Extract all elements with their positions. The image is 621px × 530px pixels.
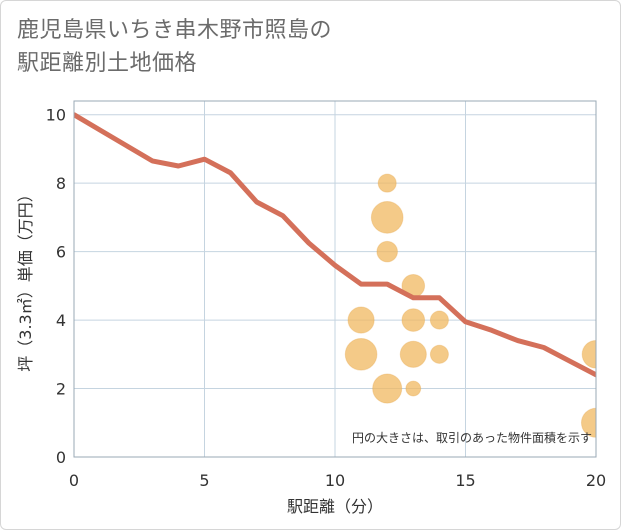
y-tick-labels: 0 2 4 6 8 10 bbox=[46, 106, 66, 467]
average-price-line bbox=[74, 112, 596, 378]
chart-title: 鹿児島県いちき串木野市照島の 駅距離別土地価格 bbox=[17, 14, 597, 80]
bubble-8 bbox=[399, 340, 427, 368]
bubble-4 bbox=[347, 306, 375, 334]
x-tick-label-5: 5 bbox=[199, 471, 209, 490]
y-tick-label-10: 10 bbox=[46, 106, 66, 125]
chart-title-line-2: 駅距離別土地価格 bbox=[17, 51, 198, 76]
bubble-12 bbox=[581, 339, 596, 369]
y-tick-label-8: 8 bbox=[56, 174, 66, 193]
bubble-9 bbox=[429, 344, 449, 364]
x-tick-label-0: 0 bbox=[69, 471, 79, 490]
bubble-11 bbox=[405, 380, 422, 397]
bubble-0 bbox=[377, 173, 397, 193]
y-tick-label-6: 6 bbox=[56, 243, 66, 262]
plot-frame bbox=[73, 100, 597, 458]
x-axis-title: 駅距離（分） bbox=[287, 497, 383, 516]
x-tick-labels: 0 5 10 15 20 bbox=[69, 471, 606, 490]
x-tick-label-10: 10 bbox=[325, 471, 345, 490]
bubble-6 bbox=[429, 310, 449, 330]
y-axis-title: 坪（3.3㎡）単価（万円） bbox=[16, 186, 35, 371]
bubble-10 bbox=[372, 373, 403, 404]
scatter-bubbles bbox=[344, 173, 596, 438]
bubble-size-note: 円の大きさは、取引のあった物件面積を示す bbox=[352, 430, 592, 445]
y-tick-label-0: 0 bbox=[56, 448, 66, 467]
bubble-1 bbox=[370, 201, 404, 234]
y-tick-label-2: 2 bbox=[56, 380, 66, 399]
chart-title-line-1: 鹿児島県いちき串木野市照島の bbox=[17, 18, 333, 43]
bubble-7 bbox=[344, 337, 378, 371]
x-tick-label-15: 15 bbox=[455, 471, 475, 490]
y-tick-label-4: 4 bbox=[56, 311, 66, 330]
x-tick-label-20: 20 bbox=[586, 471, 606, 490]
bubble-5 bbox=[401, 308, 426, 332]
bubble-2 bbox=[376, 240, 398, 263]
average-price-line-group bbox=[74, 112, 596, 378]
